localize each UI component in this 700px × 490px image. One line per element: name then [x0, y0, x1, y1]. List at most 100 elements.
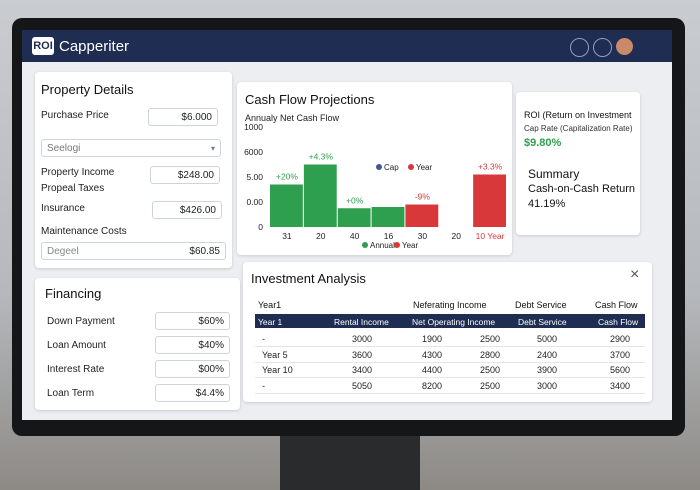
y-tick-label: 0 — [258, 222, 263, 232]
analysis-panel — [243, 262, 652, 402]
panel-title: Financing — [45, 286, 102, 301]
table-cell: Year 10 — [262, 365, 293, 375]
input[interactable]: $6.000 — [148, 108, 218, 126]
panel-title: Investment Analysis — [251, 271, 366, 286]
input[interactable]: $40% — [155, 336, 230, 354]
input[interactable]: $00% — [155, 360, 230, 378]
input[interactable]: $426.00 — [152, 201, 222, 219]
table-cell: 2800 — [480, 349, 501, 360]
field-label: Interest Rate — [47, 364, 105, 375]
table-cell: 3000 — [537, 380, 558, 391]
app-header — [22, 30, 672, 62]
field-label: Property Income — [41, 167, 115, 178]
summary-title: Summary — [528, 167, 580, 181]
icon-button[interactable] — [593, 38, 612, 57]
table-cell: 2900 — [610, 334, 631, 344]
input-value: $60.85 — [189, 246, 220, 257]
table-header: Net Operating Income — [412, 317, 496, 327]
table-cell: 5000 — [537, 334, 558, 344]
bar — [303, 164, 337, 227]
table-header: Rental Income — [334, 317, 389, 327]
field-label: Maintenance Costs — [41, 226, 127, 237]
monitor-stand — [280, 436, 420, 490]
field-label: Loan Amount — [47, 340, 106, 351]
table-cell: 4400 — [422, 365, 443, 375]
field-label: Purchase Price — [41, 110, 109, 121]
bar-annotation: -9% — [415, 192, 431, 202]
table-cell: - — [262, 380, 265, 391]
input[interactable]: $4.4% — [155, 384, 230, 402]
table-cell: Year 5 — [262, 349, 288, 360]
y-tick-label: 1000 — [244, 122, 263, 132]
table-cell: 2500 — [480, 365, 501, 375]
input[interactable]: Degeel $60.85 — [41, 242, 226, 260]
legend-swatch — [376, 164, 382, 170]
table-cell: 5050 — [352, 380, 373, 391]
table-header: Year 1 — [258, 317, 283, 327]
y-tick-label: 6000 — [244, 147, 263, 157]
logo: ROI — [32, 37, 54, 55]
column-group-header: Neferating Income — [413, 300, 487, 310]
table-cell: 4300 — [422, 349, 443, 360]
bar — [473, 174, 506, 227]
table-cell: 3700 — [610, 349, 631, 360]
row-divider — [255, 377, 645, 378]
icon-button[interactable] — [570, 38, 589, 57]
bar-annotation: +0% — [346, 195, 364, 205]
summary-value: 41.19% — [528, 198, 566, 210]
x-tick-label: 10 Year — [476, 231, 505, 241]
placeholder: Degeel — [47, 246, 79, 257]
chart: 0 0.00 5.00 6000 1000 31 +20% 20 +4.3% 40 +0% 16 30 -… — [244, 122, 506, 250]
table-cell: 3400 — [352, 365, 373, 375]
input[interactable]: $60% — [155, 312, 230, 330]
table-cell: - — [262, 334, 265, 344]
legend-swatch — [362, 242, 368, 248]
bar — [337, 208, 371, 227]
row-divider — [255, 346, 645, 347]
legend-label: Cap — [384, 163, 399, 172]
table-cell: 1900 — [422, 334, 443, 344]
table-cell: 5600 — [610, 365, 631, 375]
input[interactable]: $248.00 — [150, 166, 220, 184]
roi-subtitle: Cap Rate (Capitalization Rate) — [524, 124, 633, 133]
table-header: Cash Flow — [598, 317, 639, 327]
column-group-header: Cash Flow — [595, 300, 638, 310]
app-title: Capperiter — [59, 38, 130, 55]
panel-title: Cash Flow Projections — [245, 92, 375, 107]
table-cell: 3600 — [352, 349, 373, 360]
legend-swatch — [408, 164, 414, 170]
bar-annotation: +20% — [276, 172, 298, 182]
field-label: Loan Term — [47, 388, 95, 399]
table-cell: 3400 — [610, 380, 631, 391]
table-cell: 2500 — [480, 380, 501, 391]
close-button[interactable]: × — [630, 266, 640, 283]
x-tick-label: 16 — [384, 231, 394, 241]
row-divider — [255, 361, 645, 363]
y-tick-label: 0.00 — [246, 197, 263, 207]
table-cell: 3900 — [537, 365, 558, 375]
x-tick-label: 31 — [282, 231, 292, 241]
table-cell: 3000 — [352, 334, 373, 344]
column-group-header: Year1 — [258, 300, 282, 310]
table-cell: 8200 — [422, 380, 443, 391]
field-label: Propeal Taxes — [41, 183, 105, 194]
select[interactable]: Seelogi ▾ — [41, 139, 221, 157]
bar — [371, 207, 405, 227]
x-tick-label: 20 — [451, 231, 461, 241]
bar-annotation: +3.3% — [478, 162, 503, 172]
bar — [405, 204, 439, 227]
legend-label: Year — [402, 241, 419, 250]
y-tick-label: 5.00 — [246, 172, 263, 182]
x-tick-label: 20 — [316, 231, 326, 241]
roi-value: $9.80% — [524, 137, 562, 149]
caret: ▾ — [210, 144, 215, 153]
select-text: Seelogi — [47, 143, 81, 154]
legend-swatch — [394, 242, 400, 248]
field-label: Insurance — [41, 203, 85, 214]
summary-label: Cash-on-Cash Return — [528, 183, 635, 195]
x-tick-label: 30 — [418, 231, 428, 241]
column-group-header: Debt Service — [515, 300, 567, 310]
avatar[interactable] — [616, 38, 633, 55]
table-header-bar — [255, 314, 645, 328]
